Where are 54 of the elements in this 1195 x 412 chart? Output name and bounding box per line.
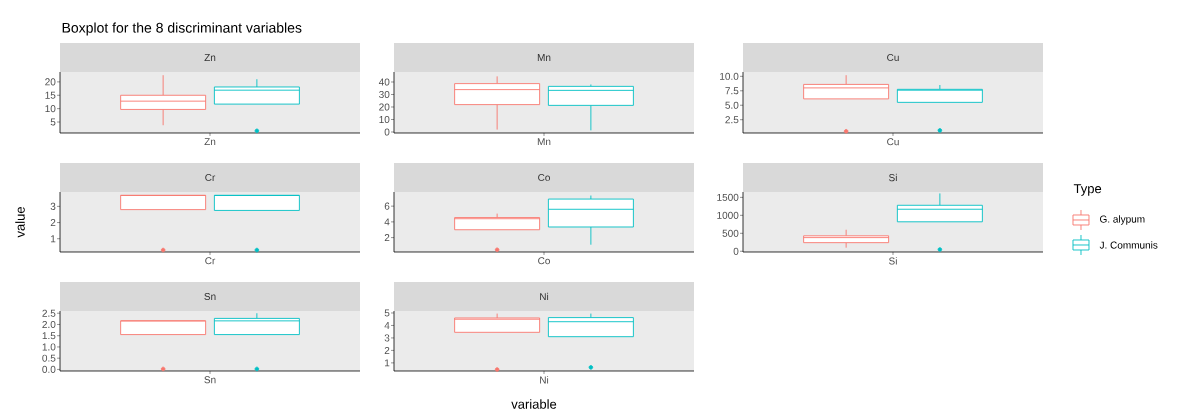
y-tick-label: 2 [384, 234, 390, 242]
chart-subtitle: Cu [887, 53, 899, 62]
y-tick-label: 3 [50, 202, 56, 210]
y-tick-label: 0 [384, 128, 390, 136]
y-tick-label: 10 [45, 105, 56, 113]
x-tick-label: Mn [537, 138, 551, 146]
y-tick-label: 1000 [717, 211, 739, 219]
y-tick-label: 20 [379, 103, 390, 111]
legend-label: J. Communis [1099, 241, 1158, 249]
y-tick-label: 40 [378, 78, 390, 86]
y-tick-label: 0.5 [42, 354, 56, 362]
x-tick-label: Zn [204, 138, 216, 146]
x-axis-title: variable [511, 399, 557, 409]
x-tick-label: Si [889, 257, 897, 265]
legend-title: Type [1073, 184, 1102, 196]
y-tick-label: 0 [733, 247, 739, 255]
y-tick-label: 2.0 [42, 320, 56, 329]
chart-subtitle: Cr [205, 173, 216, 182]
chart-subtitle: Sn [204, 292, 216, 301]
y-tick-label: 5 [384, 309, 390, 317]
y-tick-label: 0.0 [42, 365, 56, 373]
y-tick-label: 1 [385, 359, 390, 367]
y-tick-label: 2.5 [42, 309, 56, 317]
y-tick-label: 15 [45, 91, 56, 99]
y-tick-label: 4 [384, 218, 390, 226]
y-tick-label: 1.5 [42, 332, 56, 340]
y-tick-label: 6 [384, 202, 390, 210]
x-tick-label: Co [538, 257, 550, 265]
x-tick-label: Cu [887, 138, 899, 146]
chart-title: Boxplot for the 8 discriminant variables [62, 22, 302, 36]
y-tick-label: 1 [51, 235, 56, 243]
y-tick-label: 500 [722, 229, 739, 237]
y-tick-label: 3 [384, 334, 390, 342]
y-tick-label: 4 [384, 322, 390, 329]
y-tick-label: 2.5 [725, 116, 739, 124]
y-tick-label: 5 [50, 118, 56, 126]
chart-subtitle: Si [889, 173, 897, 182]
x-tick-label: Cr [205, 257, 216, 265]
y-tick-label: 10 [379, 115, 390, 124]
y-tick-label: 10.0 [720, 72, 739, 80]
y-tick-label: 1.0 [42, 343, 56, 351]
y-tick-label: 30 [379, 90, 390, 99]
y-tick-label: 1500 [717, 193, 739, 201]
y-tick-label: 20 [45, 78, 56, 86]
chart-subtitle: Co [538, 173, 550, 182]
chart-subtitle: Mn [537, 54, 551, 61]
y-tick-label: 7.5 [725, 87, 739, 95]
chart-subtitle: Zn [204, 54, 216, 61]
y-tick-label: 2 [384, 346, 390, 354]
chart-subtitle: Ni [540, 292, 549, 301]
y-tick-label: 2 [50, 219, 56, 227]
legend-label: G. alypum [1100, 215, 1145, 225]
y-axis-title: value [15, 207, 25, 238]
y-tick-label: 5.0 [725, 101, 739, 109]
